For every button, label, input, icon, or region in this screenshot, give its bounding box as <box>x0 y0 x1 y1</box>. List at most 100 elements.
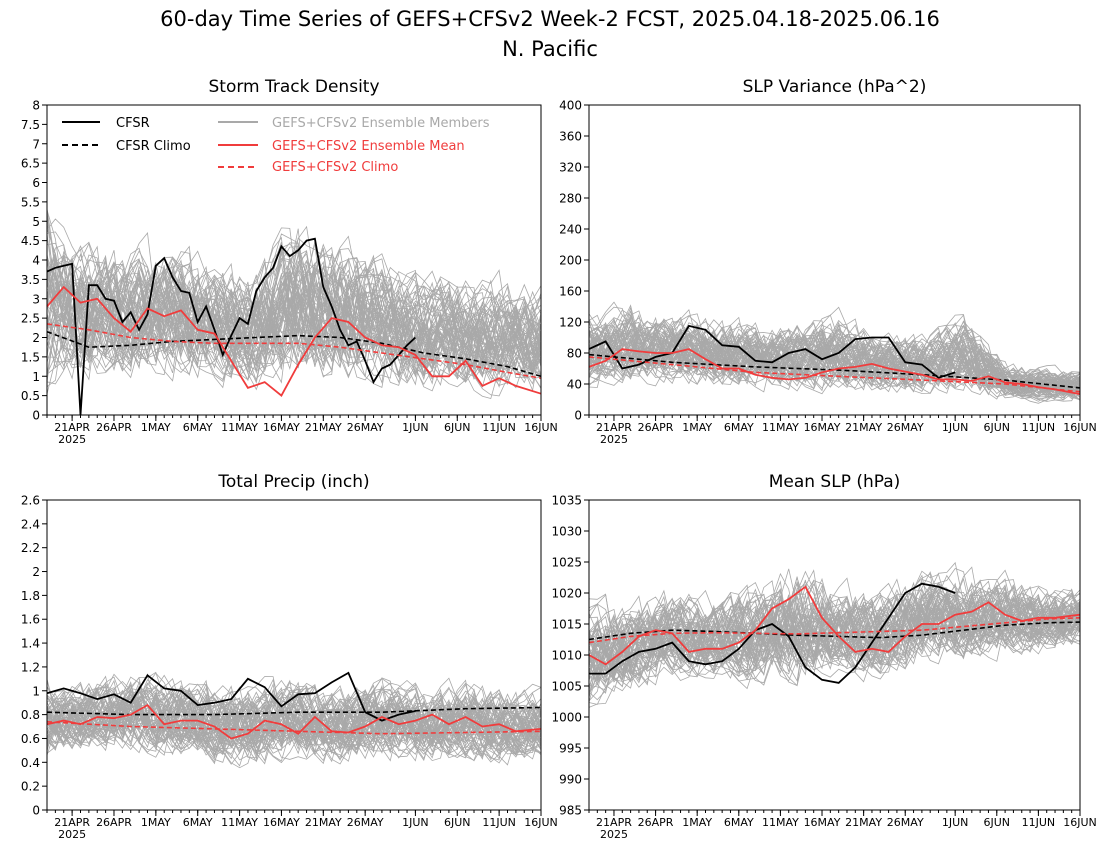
y-tick-label: 985 <box>559 804 582 818</box>
ensemble-member-line <box>588 319 1081 397</box>
x-tick-label: 16JUN <box>524 421 558 434</box>
y-tick-label: 320 <box>559 161 582 175</box>
x-tick-label: 26APR <box>96 816 132 829</box>
panel-3: Total Precip (inch) 0 0.2 0.4 0.6 0.8 1 1.2 1.4 1… <box>21 472 558 841</box>
y-tick-label: 1035 <box>551 494 582 508</box>
ensemble-member-line <box>588 319 1081 400</box>
x-tick-label: 11JUN <box>482 816 516 829</box>
x-tick-label: 26APR <box>638 421 674 434</box>
y-tick-label: 400 <box>559 99 582 113</box>
x-tick-label: 16MAY <box>263 421 300 434</box>
y-tick-label: 0.2 <box>21 780 40 794</box>
y-tick-label: 1.2 <box>21 660 40 674</box>
series-line <box>588 348 1081 395</box>
series-line <box>46 323 542 379</box>
x-tick-label: 26MAY <box>347 421 384 434</box>
y-tick-label: 1.8 <box>21 589 40 603</box>
x-tick-label: 6MAY <box>183 421 213 434</box>
x-tick-label: 1JUN <box>402 421 429 434</box>
ensemble-member-line <box>588 329 1081 395</box>
y-tick-label: 1005 <box>551 680 582 694</box>
y-tick-label: 1000 <box>551 711 582 725</box>
y-tick-label: 6 <box>32 176 40 190</box>
ensemble-members <box>46 671 542 769</box>
ensemble-member-line <box>46 688 542 756</box>
ensemble-member-line <box>46 257 542 380</box>
y-tick-label: 1025 <box>551 556 582 570</box>
y-tick-label: 1 <box>32 370 40 384</box>
series-line <box>588 353 1081 389</box>
ensemble-member-line <box>46 682 542 744</box>
ensemble-member-line <box>588 325 1081 396</box>
ensemble-member-line <box>588 591 1081 681</box>
y-tick-label: 2 <box>32 331 40 345</box>
y-tick-label: 995 <box>559 742 582 756</box>
legend: CFSR CFSR Climo GEFS+CFSv2 Ensemble Memb… <box>62 116 490 175</box>
y-tick-label: 5.5 <box>21 195 40 209</box>
y-tick-label: 0.6 <box>21 732 40 746</box>
panel-1: Storm Track Density 0 0.5 1 1.5 2 2.5 3 3.5 4 4.5 5… <box>21 77 558 446</box>
ensemble-member-line <box>588 572 1081 678</box>
series-line <box>588 617 1081 644</box>
y-tick-label: 7 <box>32 137 40 151</box>
x-tick-label: 26APR <box>96 421 132 434</box>
ensemble-member-line <box>46 681 542 753</box>
panel-2: SLP Variance (hPa^2) 0 40 80 120 160 200 240 280… <box>559 77 1097 446</box>
x-tick-label: 11JUN <box>1022 421 1056 434</box>
ensemble-member-line <box>46 248 542 386</box>
y-tick-label: 0 <box>574 409 582 423</box>
ensemble-member-line <box>588 570 1081 678</box>
x-tick-label: 6JUN <box>984 816 1011 829</box>
x-tick-label: 1MAY <box>141 816 171 829</box>
x-tick-label: 21MAY <box>845 421 882 434</box>
x-tick-label: 1JUN <box>402 816 429 829</box>
y-tick-label: 120 <box>559 316 582 330</box>
series-line <box>588 324 956 379</box>
x-tick-label: 1JUN <box>942 816 969 829</box>
x-tick-label: 26MAY <box>347 816 384 829</box>
ensemble-member-line <box>46 264 542 387</box>
series-line <box>46 671 416 722</box>
y-tick-label: 0.4 <box>21 756 40 770</box>
ensemble-member-line <box>46 679 542 756</box>
y-tick-label: 1030 <box>551 525 582 539</box>
y-tick-label: 0 <box>32 409 40 423</box>
x-tick-label: 6MAY <box>183 816 213 829</box>
ensemble-member-line <box>588 604 1081 684</box>
x-year-label: 2025 <box>600 828 628 841</box>
ensemble-member-line <box>588 569 1081 681</box>
ensemble-member-line <box>588 301 1081 404</box>
ensemble-member-line <box>46 265 542 377</box>
y-tick-label: 2.4 <box>21 517 40 531</box>
y-tick-label: 990 <box>559 773 582 787</box>
series-line <box>46 721 542 735</box>
y-tick-label: 8 <box>32 99 40 113</box>
y-tick-label: 0 <box>32 804 40 818</box>
y-tick-label: 1 <box>32 684 40 698</box>
y-tick-label: 5 <box>32 215 40 229</box>
series-line <box>46 285 542 397</box>
ensemble-member-line <box>46 244 542 373</box>
series-line <box>46 237 417 416</box>
ensemble-members <box>46 208 542 399</box>
y-tick-label: 240 <box>559 223 582 237</box>
figure-subtitle: N. Pacific <box>502 37 598 61</box>
x-tick-label: 26MAY <box>887 421 924 434</box>
x-tick-label: 11MAY <box>221 816 258 829</box>
y-tick-label: 280 <box>559 192 582 206</box>
x-tick-label: 1MAY <box>682 816 712 829</box>
x-tick-label: 6JUN <box>444 421 471 434</box>
x-tick-label: 1JUN <box>942 421 969 434</box>
x-tick-label: 11MAY <box>762 816 799 829</box>
y-tick-label: 0.5 <box>21 389 40 403</box>
x-tick-label: 26APR <box>638 816 674 829</box>
ensemble-member-line <box>46 227 542 374</box>
ensemble-member-line <box>588 321 1081 392</box>
y-tick-label: 2.6 <box>21 494 40 508</box>
x-tick-label: 16MAY <box>263 816 300 829</box>
x-year-label: 2025 <box>58 433 86 446</box>
x-tick-label: 1MAY <box>682 421 712 434</box>
legend-climo-label: GEFS+CFSv2 Climo <box>272 160 398 175</box>
ensemble-member-line <box>46 671 542 760</box>
